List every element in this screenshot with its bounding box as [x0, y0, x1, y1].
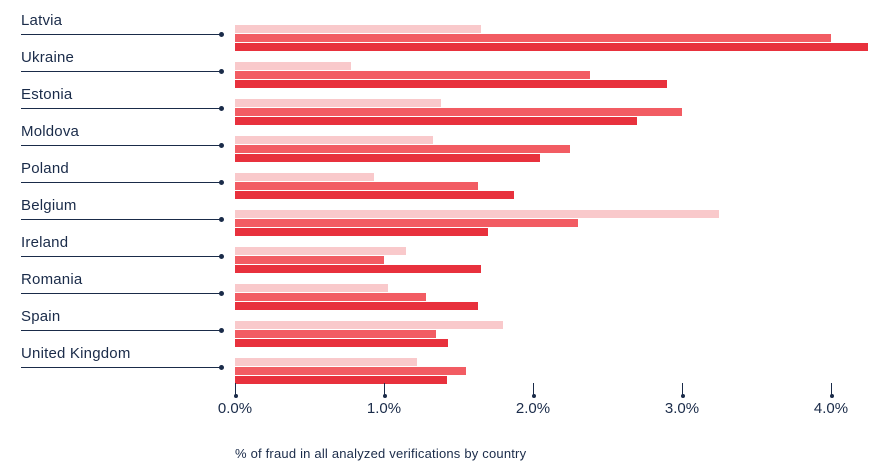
x-axis-tick-label: 2.0%	[515, 400, 551, 417]
bar-series-3-dark	[235, 228, 488, 236]
country-label: Romania	[21, 271, 83, 288]
bar-series-1-light	[235, 173, 374, 181]
country-label: Latvia	[21, 12, 63, 29]
bar-series-2-medium	[235, 108, 682, 116]
bar-series-2-medium	[235, 145, 570, 153]
bar-group	[235, 173, 514, 200]
country-label: Ireland	[21, 234, 69, 251]
bar-series-1-light	[235, 247, 406, 255]
label-rule-dot	[219, 328, 224, 333]
label-rule	[21, 106, 224, 111]
label-rule	[21, 365, 224, 370]
chart-rows: Latvia Ukraine Estonia Moldova Poland Belgium…	[0, 10, 882, 384]
bar-series-3-dark	[235, 154, 540, 162]
chart-caption: % of fraud in all analyzed verifications…	[235, 446, 527, 461]
x-axis-tick: 3.0%	[665, 383, 699, 417]
chart-row: Romania	[0, 269, 882, 310]
bar-series-2-medium	[235, 330, 436, 338]
bar-series-2-medium	[235, 293, 426, 301]
bar-series-3-dark	[235, 265, 481, 273]
chart-row: Ukraine	[0, 47, 882, 88]
country-label: United Kingdom	[21, 345, 131, 362]
bar-series-1-light	[235, 284, 388, 292]
bar-series-1-light	[235, 321, 503, 329]
bar-group	[235, 136, 570, 163]
chart-row: Poland	[0, 158, 882, 199]
x-axis-tick: 0.0%	[218, 383, 252, 417]
label-rule-dot	[219, 291, 224, 296]
bar-group	[235, 62, 667, 89]
bar-series-3-dark	[235, 80, 667, 88]
bar-series-2-medium	[235, 219, 578, 227]
bar-series-3-dark	[235, 376, 447, 384]
x-axis-tick-label: 4.0%	[813, 400, 849, 417]
chart-row: Estonia	[0, 84, 882, 125]
chart-row: Ireland	[0, 232, 882, 273]
bar-series-1-light	[235, 62, 351, 70]
chart-row: Belgium	[0, 195, 882, 236]
bar-group	[235, 358, 466, 385]
label-rule-dot	[219, 106, 224, 111]
x-axis-tick-dot	[829, 394, 834, 398]
chart-row: United Kingdom	[0, 343, 882, 384]
label-rule-dot	[219, 365, 224, 370]
bar-series-2-medium	[235, 34, 831, 42]
bar-group	[235, 99, 682, 126]
bar-group	[235, 247, 481, 274]
bar-group	[235, 284, 478, 311]
bar-series-1-light	[235, 210, 719, 218]
label-rule	[21, 32, 224, 37]
country-label: Poland	[21, 160, 69, 177]
x-axis-tick-label: 1.0%	[366, 400, 402, 417]
bar-series-2-medium	[235, 367, 466, 375]
chart-row: Latvia	[0, 10, 882, 51]
label-rule	[21, 328, 224, 333]
x-axis-tick: 2.0%	[516, 383, 550, 417]
country-label: Belgium	[21, 197, 77, 214]
bar-group	[235, 210, 719, 237]
bar-group	[235, 25, 868, 52]
bar-series-1-light	[235, 136, 433, 144]
bar-series-3-dark	[235, 117, 637, 125]
x-axis-tick-dot	[531, 394, 536, 398]
label-rule-dot	[219, 180, 224, 185]
x-axis-tick-dot	[680, 394, 685, 398]
bar-series-1-light	[235, 25, 481, 33]
label-rule	[21, 180, 224, 185]
x-axis-tick-dot	[233, 394, 238, 398]
label-rule-dot	[219, 217, 224, 222]
label-rule-dot	[219, 69, 224, 74]
label-rule-dot	[219, 254, 224, 259]
x-axis-tick-dot	[382, 394, 387, 398]
bar-series-3-dark	[235, 339, 448, 347]
label-rule	[21, 254, 224, 259]
country-label: Estonia	[21, 86, 73, 103]
x-axis-tick-label: 3.0%	[664, 400, 700, 417]
x-axis-tick: 4.0%	[814, 383, 848, 417]
bar-series-2-medium	[235, 256, 384, 264]
bar-series-1-light	[235, 358, 417, 366]
bar-series-3-dark	[235, 302, 478, 310]
bar-series-2-medium	[235, 182, 478, 190]
bar-series-3-dark	[235, 43, 868, 51]
label-rule-dot	[219, 143, 224, 148]
label-rule	[21, 69, 224, 74]
bar-series-2-medium	[235, 71, 590, 79]
chart-row: Moldova	[0, 121, 882, 162]
country-label: Ukraine	[21, 49, 75, 66]
x-axis-tick-label: 0.0%	[217, 400, 253, 417]
x-axis-tick: 1.0%	[367, 383, 401, 417]
label-rule	[21, 291, 224, 296]
chart-row: Spain	[0, 306, 882, 347]
label-rule	[21, 143, 224, 148]
bar-series-3-dark	[235, 191, 514, 199]
country-label: Spain	[21, 308, 61, 325]
bar-series-1-light	[235, 99, 441, 107]
bar-group	[235, 321, 503, 348]
label-rule-dot	[219, 32, 224, 37]
country-label: Moldova	[21, 123, 80, 140]
label-rule	[21, 217, 224, 222]
